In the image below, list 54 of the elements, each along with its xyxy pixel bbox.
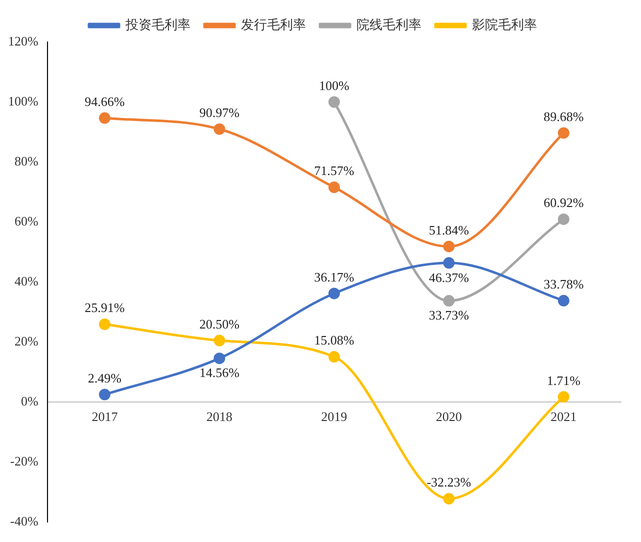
data-label: 46.37% (428, 270, 470, 285)
data-label: 25.91% (84, 300, 125, 316)
y-tick-label: -40% (10, 513, 38, 528)
point (558, 127, 570, 139)
data-label: 100% (318, 78, 350, 93)
point (558, 391, 570, 403)
point (214, 334, 226, 346)
point (214, 352, 226, 364)
x-tick-label: 2017 (92, 409, 118, 424)
point (328, 182, 340, 194)
data-label: 2.49% (88, 370, 122, 386)
point (558, 294, 570, 306)
data-label: 71.57% (314, 163, 354, 178)
data-label: -32.23% (426, 474, 472, 490)
point (214, 123, 226, 135)
point (98, 318, 110, 330)
data-label: 94.66% (84, 94, 125, 109)
x-tick-label: 2021 (550, 409, 577, 424)
data-label: 33.78% (544, 276, 584, 292)
legend-label: 院线毛利率 (356, 16, 422, 32)
data-label: 51.84% (428, 222, 470, 238)
point (98, 112, 110, 124)
data-label: 89.68% (544, 108, 584, 124)
data-label: 20.50% (199, 316, 240, 332)
y-tick-label: 60% (14, 213, 38, 228)
data-label: 15.08% (314, 332, 354, 348)
point (443, 257, 455, 269)
y-tick-label: 40% (14, 273, 38, 288)
y-tick-label: 120% (8, 33, 38, 48)
data-label: 60.92% (544, 195, 584, 210)
x-tick-label: 2020 (436, 409, 462, 424)
data-label: 33.73% (428, 308, 470, 323)
data-label: 90.97% (199, 105, 240, 120)
legend-label: 影院毛利率 (472, 16, 537, 32)
data-label: 14.56% (199, 365, 240, 380)
legend-label: 发行毛利率 (241, 16, 306, 32)
point (98, 388, 110, 400)
point (443, 492, 455, 504)
y-tick-label: 0% (20, 393, 38, 408)
data-label: 1.71% (546, 372, 581, 388)
data-label: 36.17% (314, 269, 354, 284)
point (328, 288, 340, 300)
point (443, 240, 455, 252)
legend-label: 投资毛利率 (124, 16, 190, 32)
x-tick-label: 2019 (321, 409, 348, 424)
point (328, 96, 340, 108)
y-tick-label: 100% (8, 93, 38, 108)
y-tick-label: -20% (10, 453, 38, 468)
y-tick-label: 20% (14, 333, 38, 348)
x-tick-label: 2018 (206, 409, 232, 424)
point (328, 351, 340, 363)
point (558, 213, 570, 225)
y-tick-label: 80% (14, 153, 38, 168)
point (443, 295, 455, 307)
